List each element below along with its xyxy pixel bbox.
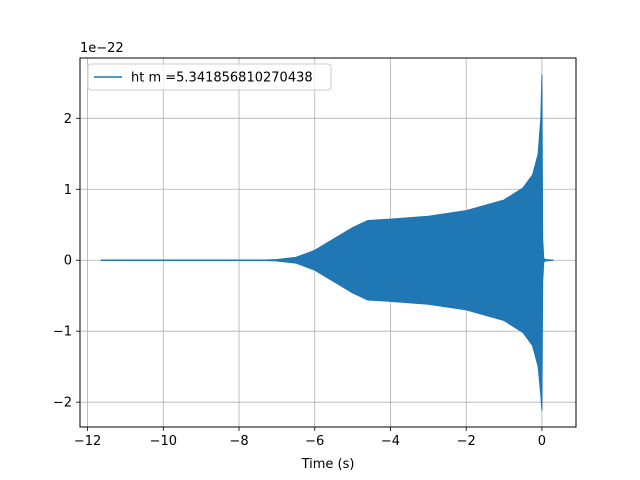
y-axis-ticks: −2 −1 0 1 2 [53,112,80,411]
y-tick-label: 1 [64,183,72,198]
legend-box [87,63,332,91]
legend-entry-label: ht m =5.341856810270438 [131,71,313,86]
x-tick-label: 0 [538,434,546,449]
x-axis-ticks: −12 −10 −8 −6 −4 −2 0 [74,427,546,449]
x-tick-label: −4 [381,434,400,449]
legend: ht m =5.341856810270438 [87,63,332,91]
y-tick-label: −1 [53,325,72,340]
x-tick-label: −10 [150,434,177,449]
x-axis-label: Time (s) [301,457,355,472]
y-tick-label: −2 [53,396,72,411]
y-tick-label: 2 [64,112,72,127]
y-tick-label: 0 [64,254,72,269]
x-tick-label: −6 [305,434,324,449]
axes-frame [79,57,577,428]
x-tick-label: −8 [229,434,248,449]
x-tick-label: −2 [457,434,476,449]
y-axis-offset-text: 1e−22 [80,41,124,56]
x-tick-label: −12 [74,434,101,449]
plot-area [100,74,554,411]
